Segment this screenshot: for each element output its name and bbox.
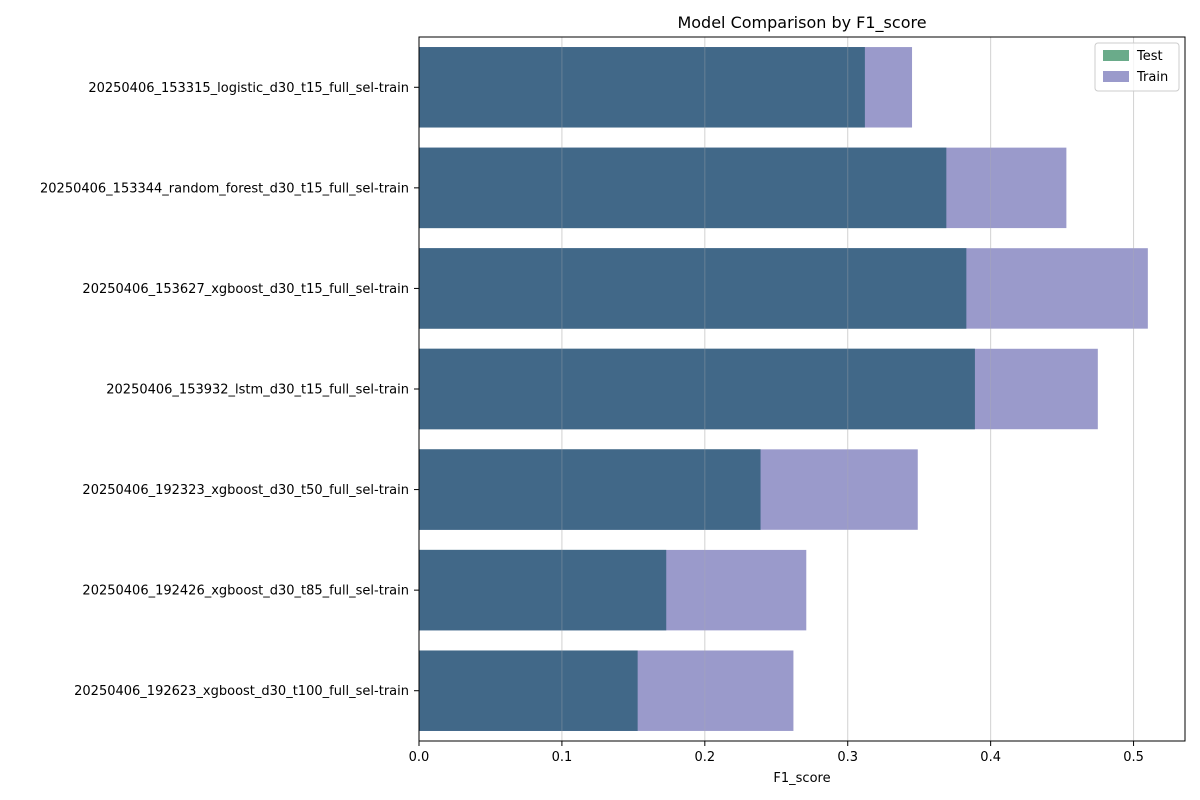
x-tick-label: 0.3 — [837, 750, 858, 765]
y-tick-label: 20250406_192623_xgboost_d30_t100_full_se… — [74, 684, 409, 699]
y-tick-label: 20250406_153344_random_forest_d30_t15_fu… — [40, 181, 409, 196]
bar-overlap — [419, 549, 667, 631]
bar-overlap — [419, 348, 975, 430]
bar-overlap — [419, 248, 967, 329]
legend-swatch-test — [1103, 50, 1129, 61]
bars-layer — [419, 37, 1148, 741]
y-tick-label: 20250406_153627_xgboost_d30_t15_full_sel… — [82, 282, 409, 297]
y-tick-label: 20250406_153932_lstm_d30_t15_full_sel-tr… — [106, 383, 409, 398]
chart-title: Model Comparison by F1_score — [677, 13, 926, 33]
x-tick-label: 0.0 — [409, 750, 430, 765]
bar-overlap — [419, 47, 865, 128]
y-tick-label: 20250406_192426_xgboost_d30_t85_full_sel… — [82, 584, 409, 599]
y-tick-label: 20250406_153315_logistic_d30_t15_full_se… — [88, 81, 409, 96]
bar-overlap — [419, 650, 638, 731]
x-tick-label: 0.1 — [552, 750, 573, 765]
legend-label-test: Test — [1136, 49, 1163, 64]
legend-swatch-train — [1103, 71, 1129, 82]
legend: Test Train — [1094, 42, 1180, 92]
x-tick-label: 0.5 — [1123, 750, 1144, 765]
x-tick-label: 0.4 — [980, 750, 1001, 765]
bar-overlap — [419, 147, 947, 229]
bar-overlap — [419, 449, 761, 530]
ticks-layer: 0.0 0.1 0.2 0.3 0.4 0.5 20250406_153315_logist… — [40, 81, 1144, 765]
legend-label-train: Train — [1136, 70, 1168, 85]
x-tick-label: 0.2 — [694, 750, 715, 765]
x-axis-label: F1_score — [773, 771, 830, 786]
y-tick-label: 20250406_192323_xgboost_d30_t50_full_sel… — [82, 483, 409, 498]
